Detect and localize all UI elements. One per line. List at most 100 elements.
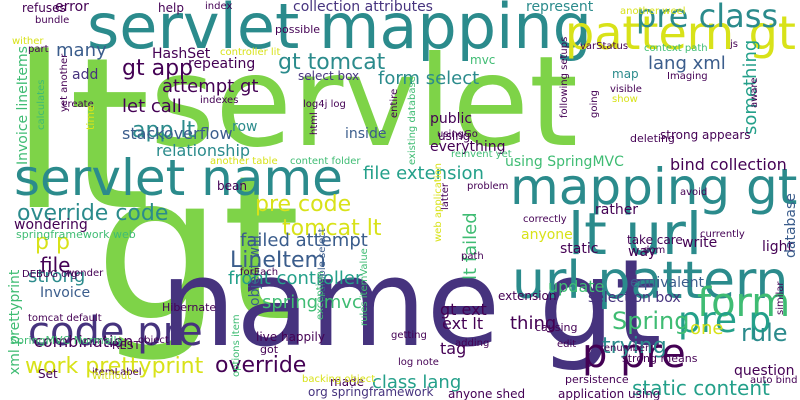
cloud-word: options item	[231, 314, 242, 377]
cloud-word: strong appears	[660, 128, 751, 142]
cloud-word: stackoverflow	[122, 124, 233, 143]
cloud-word: lang xml	[648, 53, 726, 74]
cloud-word: pre code	[255, 192, 352, 217]
cloud-word: context path	[644, 43, 708, 54]
cloud-word: app lt	[132, 118, 196, 143]
cloud-word: error	[55, 0, 89, 15]
cloud-word: reinvent yet	[451, 149, 512, 160]
cloud-word: row	[232, 119, 258, 135]
cloud-word: represent	[526, 0, 594, 15]
cloud-word: selection box	[588, 290, 681, 306]
cloud-word: avoid	[680, 187, 708, 198]
cloud-word: database	[783, 193, 799, 258]
cloud-word: edit	[557, 339, 577, 350]
cloud-word: mapping gt	[510, 158, 798, 216]
cloud-word: Spring	[612, 307, 690, 335]
cloud-word: got	[260, 343, 279, 356]
cloud-word: one	[690, 318, 724, 339]
cloud-word: going	[589, 90, 600, 118]
cloud-word: Without	[92, 371, 132, 382]
cloud-word: possible	[275, 23, 321, 36]
cloud-word: log note	[398, 357, 439, 368]
cloud-word: org springframework	[308, 385, 434, 399]
cloud-word: url pattern	[512, 251, 789, 311]
cloud-word: indexes	[200, 95, 239, 106]
cloud-word: create	[62, 99, 94, 110]
cloud-word: gt app	[122, 56, 193, 81]
cloud-word: code pre	[28, 309, 203, 355]
cloud-word: Invoice lineItems	[15, 46, 31, 165]
cloud-word: similar	[775, 281, 786, 315]
cloud-word: using	[438, 129, 471, 143]
cloud-word: rather	[595, 202, 639, 218]
cloud-word: way	[628, 244, 657, 260]
cloud-word: another table	[210, 156, 278, 167]
cloud-word: equivalent	[630, 275, 704, 291]
cloud-word: dom	[643, 245, 666, 256]
cloud-word: front controller	[228, 268, 363, 289]
cloud-word: file	[40, 253, 71, 277]
cloud-word: servlet mapping	[87, 0, 592, 63]
cloud-word: failed attempt	[240, 230, 368, 251]
cloud-word: adding	[455, 338, 490, 349]
cloud-word: p p	[35, 230, 70, 255]
cloud-word: object	[138, 335, 169, 346]
cloud-word: calculates	[36, 79, 47, 130]
cloud-word: using SpringMVC	[505, 154, 624, 170]
cloud-word: lt	[10, 12, 151, 257]
cloud-word: wither	[12, 36, 44, 47]
cloud-word: gt tomcat	[278, 50, 386, 75]
cloud-word: form	[697, 280, 791, 326]
cloud-word: relationship	[156, 141, 251, 160]
cloud-word: xml prettyprint	[7, 269, 23, 375]
cloud-word: aware	[749, 77, 760, 108]
cloud-word: varStatus	[580, 41, 629, 52]
cloud-word: correctly	[523, 214, 567, 225]
cloud-word: p pre	[582, 331, 686, 377]
cloud-word: another weel	[620, 6, 686, 17]
cloud-word: renumber	[600, 343, 650, 354]
cloud-word: write	[682, 235, 718, 251]
cloud-word: refuses	[22, 1, 66, 15]
cloud-word: file extension	[363, 163, 484, 184]
cloud-word: public	[430, 111, 473, 127]
cloud-word: gt ext	[440, 300, 487, 319]
cloud-word: bind collection	[670, 155, 787, 174]
cloud-word: web application	[433, 162, 444, 242]
cloud-word: update	[548, 277, 605, 296]
cloud-word: LineItem	[230, 248, 326, 273]
cloud-word: mvc	[470, 53, 496, 67]
cloud-word: override	[215, 353, 307, 378]
cloud-word: auto bind	[750, 375, 798, 386]
cloud-word: SpringMVC Normally	[10, 334, 124, 347]
cloud-word: made	[330, 375, 365, 389]
cloud-word: attempt gt	[162, 76, 259, 97]
cloud-word: work prettyprint	[25, 354, 204, 379]
cloud-word: static content	[632, 376, 770, 400]
cloud-word: strong	[28, 266, 86, 287]
cloud-word: combination	[34, 332, 134, 351]
cloud-word: add	[72, 67, 99, 83]
cloud-word: pre class	[636, 0, 779, 35]
cloud-word: REST	[112, 339, 141, 352]
cloud-word: ext lt	[442, 314, 484, 333]
cloud-word: backing object	[302, 374, 376, 385]
cloud-word: currently	[700, 229, 745, 240]
cloud-word: deleting	[630, 132, 675, 145]
cloud-word: rule	[741, 319, 788, 347]
cloud-word: rules itemValue	[359, 248, 370, 326]
cloud-word: HashSet	[152, 46, 211, 62]
cloud-word: question	[734, 363, 795, 379]
cloud-word: many	[56, 40, 107, 61]
cloud-word: part	[28, 44, 49, 55]
cloud-word: Imaging	[667, 71, 708, 82]
cloud-word: tomcat lt	[282, 216, 382, 241]
cloud-word: anyone shed	[448, 387, 526, 400]
cloud-word: anyone	[521, 227, 573, 243]
cloud-word: yet another	[59, 53, 70, 112]
cloud-word: log4j log	[303, 99, 346, 110]
cloud-word: spring mvc	[262, 292, 362, 313]
cloud-word: time	[84, 105, 97, 130]
cloud-word: trying	[602, 334, 667, 359]
